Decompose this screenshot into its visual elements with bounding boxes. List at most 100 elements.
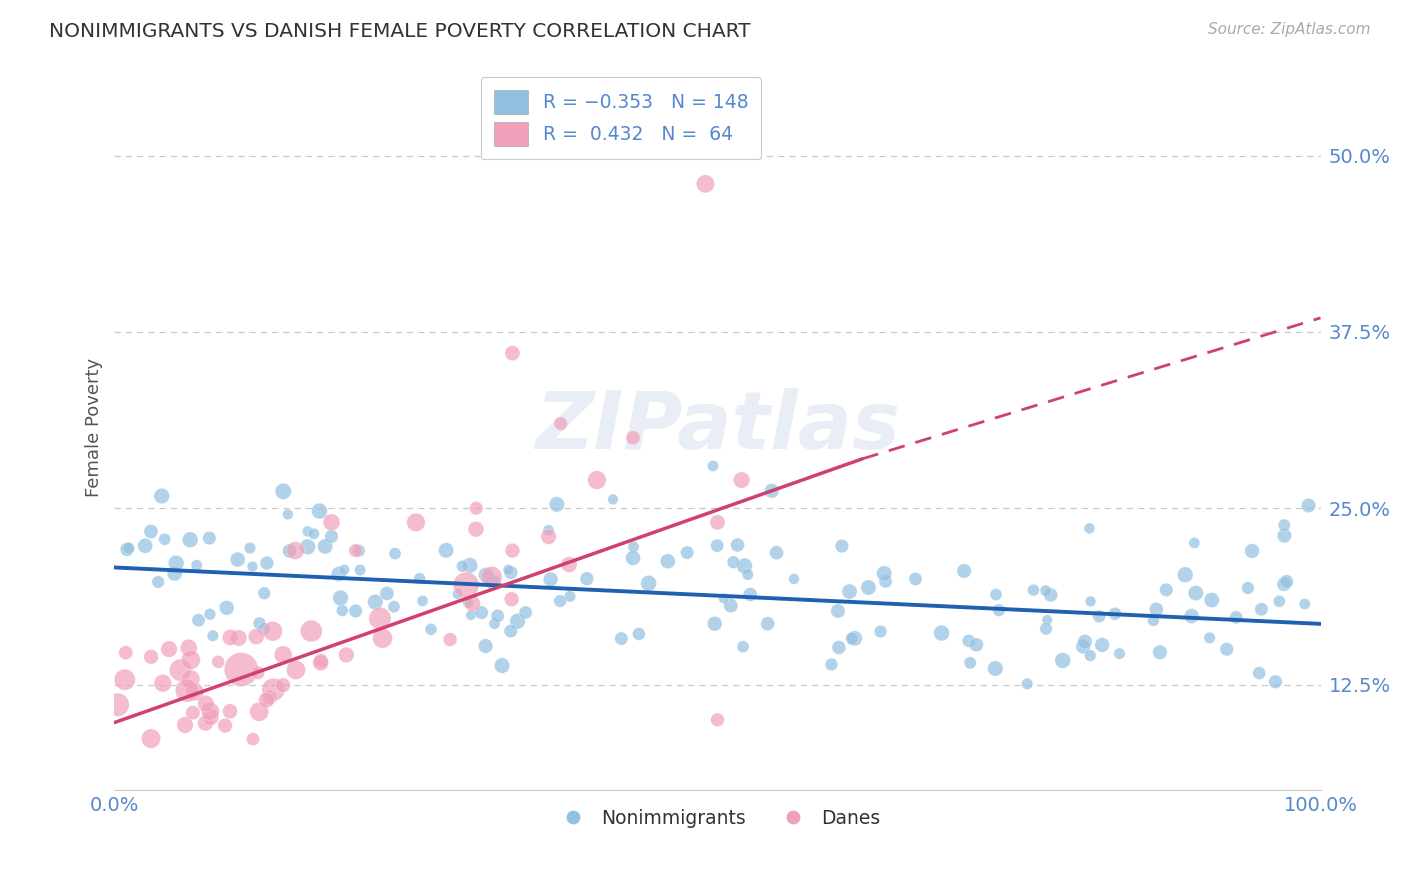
Point	[1181, 609, 1204, 624]
Point	[706, 539, 728, 553]
Point	[558, 590, 581, 604]
Point	[1198, 631, 1220, 645]
Point	[931, 626, 953, 640]
Point	[174, 718, 197, 732]
Point	[446, 587, 468, 601]
Point	[186, 558, 208, 573]
Point	[484, 616, 506, 631]
Point	[953, 564, 976, 578]
Point	[284, 663, 307, 677]
Point	[245, 630, 267, 644]
Point	[271, 648, 294, 662]
Point	[621, 431, 644, 445]
Point	[695, 177, 717, 191]
Point	[408, 572, 430, 586]
Point	[740, 587, 762, 601]
Point	[321, 516, 343, 530]
Point	[114, 646, 136, 660]
Point	[1091, 638, 1114, 652]
Point	[239, 541, 262, 555]
Text: ZIPatlas: ZIPatlas	[534, 388, 900, 467]
Point	[465, 501, 488, 516]
Point	[1108, 647, 1130, 661]
Text: Source: ZipAtlas.com: Source: ZipAtlas.com	[1208, 22, 1371, 37]
Point	[405, 516, 427, 530]
Point	[1039, 588, 1062, 602]
Point	[761, 483, 783, 498]
Point	[169, 663, 191, 677]
Point	[515, 606, 537, 620]
Point	[506, 614, 529, 628]
Point	[451, 559, 474, 574]
Point	[297, 540, 319, 554]
Point	[730, 473, 752, 487]
Point	[783, 572, 806, 586]
Point	[321, 529, 343, 543]
Point	[838, 584, 860, 599]
Point	[278, 544, 301, 558]
Point	[904, 572, 927, 586]
Point	[702, 458, 724, 473]
Point	[575, 572, 598, 586]
Point	[1201, 593, 1223, 607]
Point	[271, 678, 294, 692]
Point	[139, 649, 162, 664]
Point	[1185, 586, 1208, 600]
Point	[1264, 674, 1286, 689]
Point	[820, 657, 842, 672]
Point	[765, 546, 787, 560]
Point	[297, 524, 319, 539]
Point	[627, 627, 650, 641]
Point	[115, 542, 138, 557]
Point	[198, 531, 221, 545]
Point	[271, 484, 294, 499]
Point	[277, 508, 299, 522]
Point	[1036, 613, 1059, 627]
Point	[703, 616, 725, 631]
Point	[501, 592, 523, 607]
Point	[499, 624, 522, 639]
Point	[482, 575, 505, 590]
Point	[720, 599, 742, 613]
Point	[344, 604, 367, 618]
Point	[465, 522, 488, 536]
Point	[1052, 653, 1074, 667]
Point	[330, 603, 353, 617]
Point	[706, 516, 728, 530]
Point	[1182, 536, 1205, 550]
Point	[215, 600, 238, 615]
Point	[957, 633, 980, 648]
Point	[1071, 640, 1094, 654]
Point	[384, 547, 406, 561]
Point	[723, 555, 745, 569]
Point	[1078, 521, 1101, 535]
Point	[537, 524, 560, 538]
Point	[1035, 583, 1057, 598]
Point	[349, 563, 371, 577]
Point	[309, 654, 332, 668]
Point	[177, 640, 200, 655]
Point	[475, 568, 498, 582]
Point	[1274, 529, 1296, 543]
Point	[187, 613, 209, 627]
Point	[1250, 602, 1272, 616]
Point	[412, 594, 434, 608]
Point	[501, 543, 523, 558]
Point	[165, 556, 187, 570]
Point	[1275, 574, 1298, 589]
Point	[299, 624, 322, 638]
Point	[1237, 581, 1260, 595]
Point	[602, 492, 624, 507]
Point	[439, 632, 461, 647]
Point	[491, 658, 513, 673]
Point	[984, 588, 1007, 602]
Point	[1174, 567, 1197, 582]
Point	[1272, 577, 1295, 591]
Point	[146, 574, 169, 589]
Point	[259, 690, 281, 705]
Point	[1104, 607, 1126, 621]
Point	[470, 606, 492, 620]
Point	[139, 731, 162, 746]
Point	[965, 638, 987, 652]
Point	[657, 554, 679, 568]
